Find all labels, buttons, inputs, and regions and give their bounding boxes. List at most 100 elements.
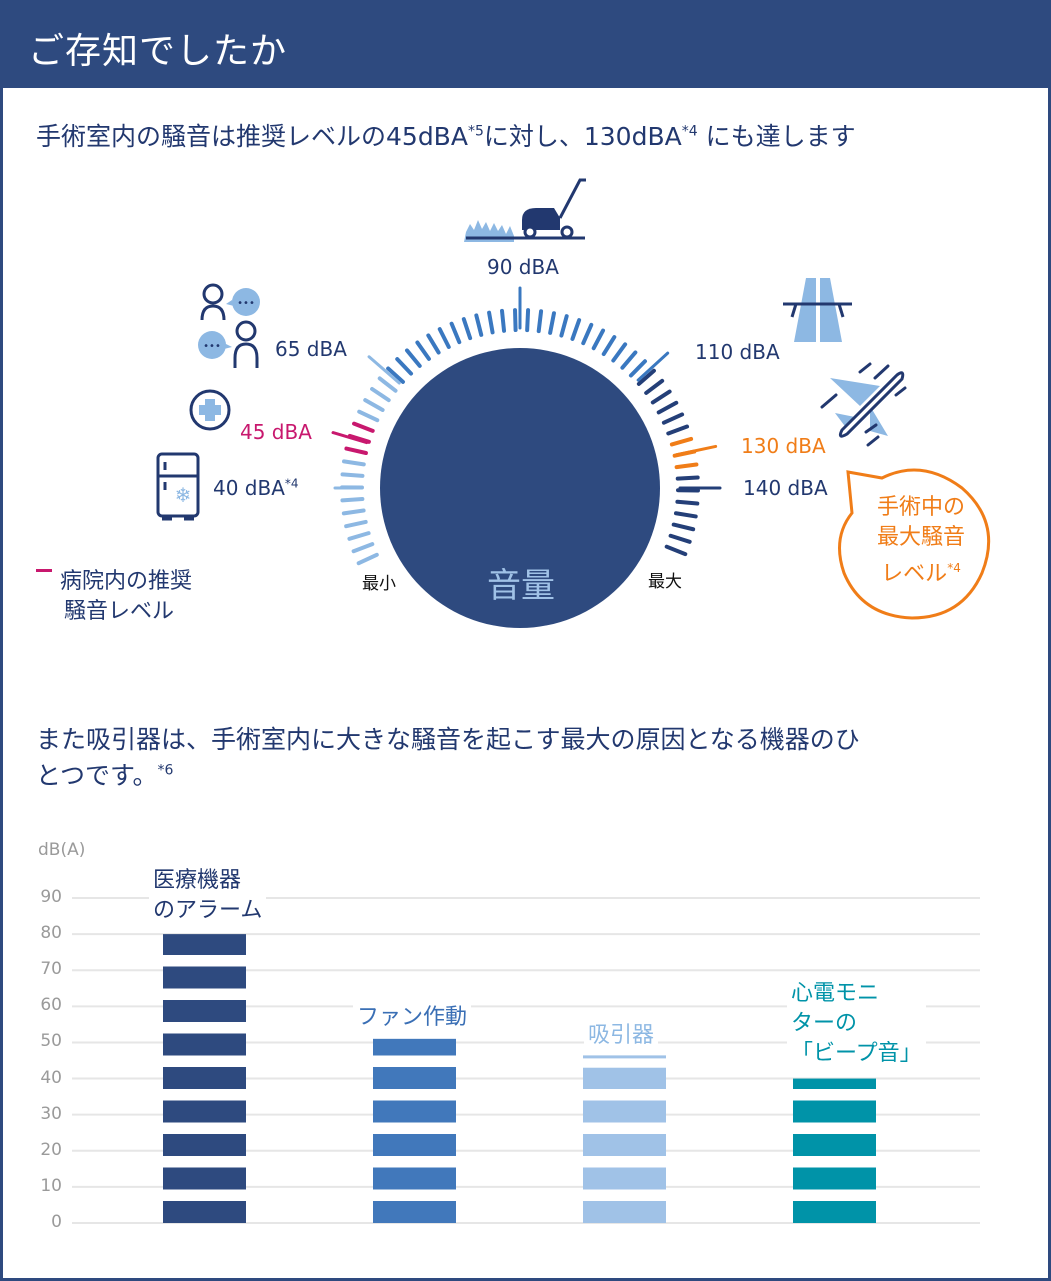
gauge-level-marker [367,355,401,385]
gauge-tick [620,350,638,370]
gauge-tick [405,348,422,368]
gauge-center-label: 音量 [487,566,555,606]
bar-label: 心電モニ ターの 「ビープ音」 [787,978,926,1069]
y-tick-label: 40 [40,1067,62,1088]
gauge-tick [426,333,441,355]
gauge-tick [386,366,405,384]
gauge-tick [636,368,656,386]
gauge-tick [661,412,685,425]
gauge-level-marker [675,444,718,457]
gauge-tick [357,409,380,423]
gauge-tick [474,313,484,337]
gauge-tick [671,522,696,532]
gauge-tick [666,424,690,436]
gauge-tick [340,497,365,503]
gauge-tick [664,544,688,557]
footnote-ref: *4 [681,123,698,140]
gauge-max-label: 最大 [648,572,682,592]
section2-heading-line1: また吸引器は、手術室内に大きな騒音を起こす最大の原因となる機器のひ [36,725,860,754]
conversation-icon: ••• ••• [198,283,260,368]
heading-text: にも達します [697,122,856,151]
level-65-label: 65 dBA [275,337,347,361]
gauge-tick [548,311,556,335]
y-tick-label: 30 [40,1103,62,1124]
volume-gauge: ••• ••• ❄ [156,178,991,628]
gauge-tick [644,378,665,395]
lawn-mower-icon [464,178,586,242]
level-90-label: 90 dBA [487,255,559,279]
heading-text: 手術室内の騒音は推奨レベルの45dBA [36,122,468,151]
legend-swatch [36,568,52,572]
gauge-tick [673,511,698,519]
y-tick-label: 80 [40,923,62,944]
y-tick-label: 20 [40,1139,62,1160]
y-tick-label: 10 [40,1175,62,1196]
section2-heading-line2: とつです。*6 [36,761,174,790]
bar-label: 医療機器 のアラーム [149,866,267,927]
gauge-tick [363,398,385,412]
callout-text: 手術中の 最大騒音 レベル*4 [876,495,965,587]
level-40-label: 40 dBA*4 [213,476,299,500]
y-axis-label: dB(A) [38,840,86,860]
gauge-tick [650,389,672,405]
gauge-tick [536,309,544,334]
section1-heading: 手術室内の騒音は推奨レベルの45dBA*5に対し、130dBA*4 にも達します [36,117,856,153]
gauge-tick [656,400,679,415]
refrigerator-icon: ❄ [156,452,200,521]
gauge-tick [669,436,694,447]
gauge-level-marker [636,351,670,382]
bar-label: 吸引器 [584,1020,659,1051]
gauge-tick [513,308,518,333]
gauge-tick [437,327,451,349]
gauge-tick [352,421,375,433]
gauge-tick [559,314,569,338]
gauge-level-marker [331,431,369,445]
svg-text:•••: ••• [203,341,221,352]
gauge-tick [668,533,692,544]
gauge-tick [351,542,375,554]
gauge-tick [611,342,628,363]
header-bar: ご存知でしたか [0,0,1051,88]
level-130-label: 130 dBA [741,434,826,458]
footnote-ref: *5 [467,123,484,140]
gauge-tick [500,308,507,333]
callout-bubble [838,468,991,620]
heading-text: に対し、130dBA [483,122,682,151]
gauge-tick [344,446,368,455]
highway-icon [783,278,852,342]
gauge-tick [341,508,366,516]
gauge-tick [356,552,379,566]
gauge-tick [675,499,700,506]
gauge-tick [628,359,647,378]
gauge-tick [395,357,414,376]
gauge-tick [674,462,699,470]
gauge-tick [591,328,606,351]
legend: 病院内の推奨 騒音レベル [36,567,192,627]
hospital-cross-icon [189,389,231,431]
gauge-min-label: 最小 [362,574,396,594]
gauge-tick [675,475,700,481]
gauge-tick [377,376,398,393]
gauge-ticks [331,286,722,566]
gauge-tick [581,322,594,346]
gauge-tick [415,340,431,361]
gauge-tick [487,310,495,335]
level-110-label: 110 dBA [695,340,780,364]
bar-label: ファン作動 [353,1002,472,1033]
svg-text:❄: ❄ [175,483,192,507]
gauge-tick [449,321,462,345]
gauge-tick [370,386,391,403]
gauge-tick [347,531,371,541]
level-140-label: 140 dBA [743,476,828,500]
gauge-tick [340,472,365,478]
y-tick-label: 0 [51,1212,62,1232]
gauge-tick [525,308,531,333]
airplane-icon [820,362,907,447]
volume-dial [380,348,660,628]
legend-text: 病院内の推奨 [60,569,193,594]
gauge-tick [601,335,617,357]
level-45-label: 45 dBA [240,420,312,444]
y-tick-label: 50 [40,1031,62,1052]
header-title: ご存知でしたか [28,31,288,72]
y-tick-label: 70 [40,959,62,980]
